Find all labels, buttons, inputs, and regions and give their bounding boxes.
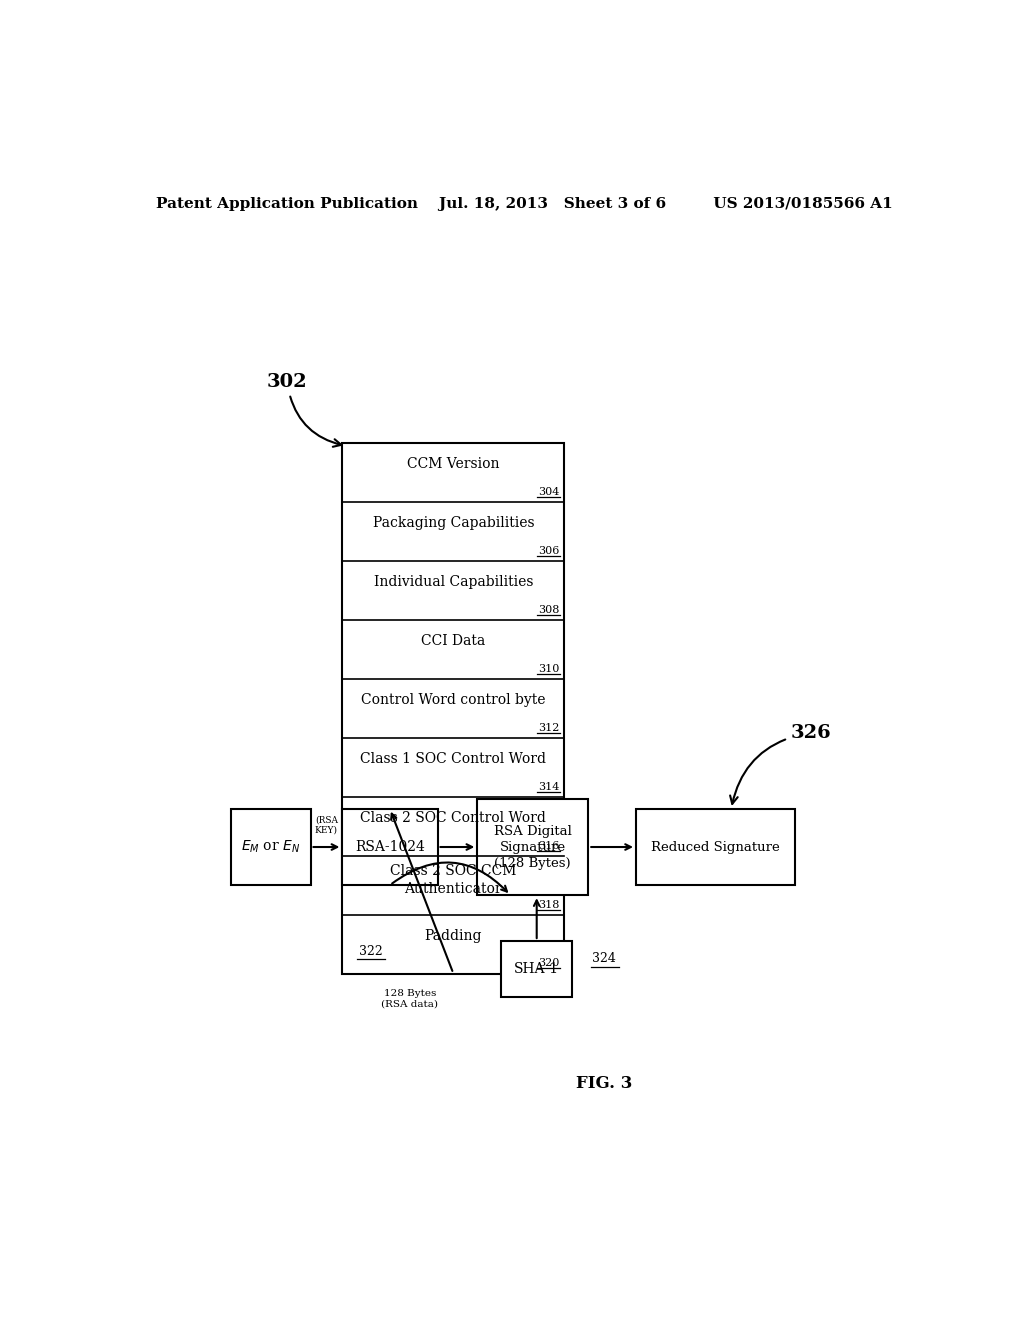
Text: Reduced Signature: Reduced Signature (651, 841, 779, 854)
Text: FIG. 3: FIG. 3 (575, 1074, 633, 1092)
Text: 306: 306 (539, 545, 560, 556)
Text: Padding: Padding (425, 929, 482, 942)
Bar (636, 809, 795, 886)
Text: 316: 316 (539, 841, 560, 850)
Text: Packaging Capabilities: Packaging Capabilities (373, 516, 535, 531)
Text: 304: 304 (539, 487, 560, 496)
Text: 308: 308 (539, 605, 560, 615)
Bar (342, 444, 564, 974)
Text: RSA Digital
Signature
(128 Bytes): RSA Digital Signature (128 Bytes) (494, 825, 571, 870)
Text: CCI Data: CCI Data (421, 634, 485, 648)
Bar (342, 809, 437, 886)
Text: 314: 314 (539, 781, 560, 792)
Text: Control Word control byte: Control Word control byte (361, 693, 546, 708)
Text: 302: 302 (267, 374, 341, 446)
Bar (501, 941, 572, 997)
Text: 318: 318 (539, 899, 560, 909)
Text: 320: 320 (539, 958, 560, 969)
Text: RSA-1024: RSA-1024 (355, 840, 425, 854)
Text: 322: 322 (359, 945, 383, 958)
Text: Individual Capabilities: Individual Capabilities (374, 576, 534, 589)
Text: CCM Version: CCM Version (408, 457, 500, 471)
Text: 128 Bytes
(RSA data): 128 Bytes (RSA data) (381, 989, 438, 1008)
Text: SHA-1: SHA-1 (514, 962, 559, 975)
Text: Class 2 SOC Control Word: Class 2 SOC Control Word (360, 810, 547, 825)
Text: (RSA
KEY): (RSA KEY) (315, 816, 338, 834)
Bar (477, 799, 589, 895)
Text: Patent Application Publication    Jul. 18, 2013   Sheet 3 of 6         US 2013/0: Patent Application Publication Jul. 18, … (157, 197, 893, 211)
Bar (231, 809, 310, 886)
Text: 326: 326 (730, 723, 831, 804)
Text: Class 1 SOC Control Word: Class 1 SOC Control Word (360, 752, 547, 766)
Text: 324: 324 (592, 952, 616, 965)
Text: 312: 312 (539, 722, 560, 733)
Text: 310: 310 (539, 664, 560, 673)
Text: Class 2 SOC CCM
Authenticator: Class 2 SOC CCM Authenticator (390, 865, 516, 896)
Text: $E_M$ or $E_N$: $E_M$ or $E_N$ (242, 838, 300, 855)
